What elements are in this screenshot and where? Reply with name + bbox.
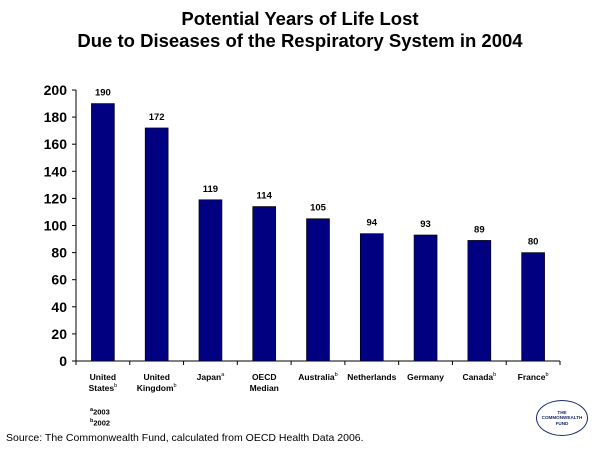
category-label: Germany <box>407 372 444 382</box>
data-label: 105 <box>310 203 327 214</box>
category-label: OECD Median <box>250 372 279 393</box>
title-line-1: Potential Years of Life Lost <box>181 8 419 29</box>
source-note: Source: The Commonwealth Fund, calculate… <box>6 432 364 444</box>
bar <box>198 199 223 362</box>
footnotes: a2003 b2002 <box>90 406 110 427</box>
category-label: United Kingdomb <box>137 372 177 393</box>
bar <box>144 127 169 362</box>
bar <box>413 234 438 362</box>
bar <box>467 240 492 362</box>
data-label: 114 <box>257 191 273 202</box>
bar <box>306 218 330 362</box>
bar <box>91 103 115 362</box>
category-label: Canadab <box>462 372 496 382</box>
y-tick-label: 160 <box>44 136 68 152</box>
footnote-a: a2003 <box>90 407 110 417</box>
data-label: 190 <box>95 88 111 99</box>
data-label: 94 <box>366 218 377 229</box>
title-line-2: Due to Diseases of the Respiratory Syste… <box>77 30 523 51</box>
footnote-b: b2002 <box>90 417 111 428</box>
data-label: 172 <box>149 112 165 123</box>
y-tick-label: 0 <box>59 353 67 369</box>
commonwealth-fund-logo: THE COMMONWEALTH FUND <box>536 400 588 436</box>
y-tick-label: 60 <box>51 272 67 288</box>
bar <box>359 233 384 362</box>
category-label: United Statesb <box>89 372 118 393</box>
category-label: Netherlands <box>347 372 396 382</box>
y-tick-label: 200 <box>44 82 68 98</box>
y-tick-label: 40 <box>51 299 67 315</box>
y-tick-label: 20 <box>51 326 67 342</box>
category-label: Australiab <box>298 372 337 382</box>
chart-title: Potential Years of Life Lost Due to Dise… <box>0 8 600 52</box>
y-tick-label: 180 <box>44 109 68 125</box>
bar <box>521 252 545 362</box>
y-tick-label: 140 <box>44 163 68 179</box>
data-label: 93 <box>420 219 431 230</box>
data-label: 80 <box>528 237 539 248</box>
category-label: Japana <box>197 372 226 382</box>
y-tick-label: 80 <box>51 245 67 261</box>
y-tick-label: 120 <box>44 190 68 206</box>
bar <box>252 206 277 362</box>
data-label: 119 <box>203 184 218 195</box>
category-label: Franceb <box>518 372 549 382</box>
y-tick-label: 100 <box>44 218 68 234</box>
data-label: 89 <box>474 224 485 235</box>
